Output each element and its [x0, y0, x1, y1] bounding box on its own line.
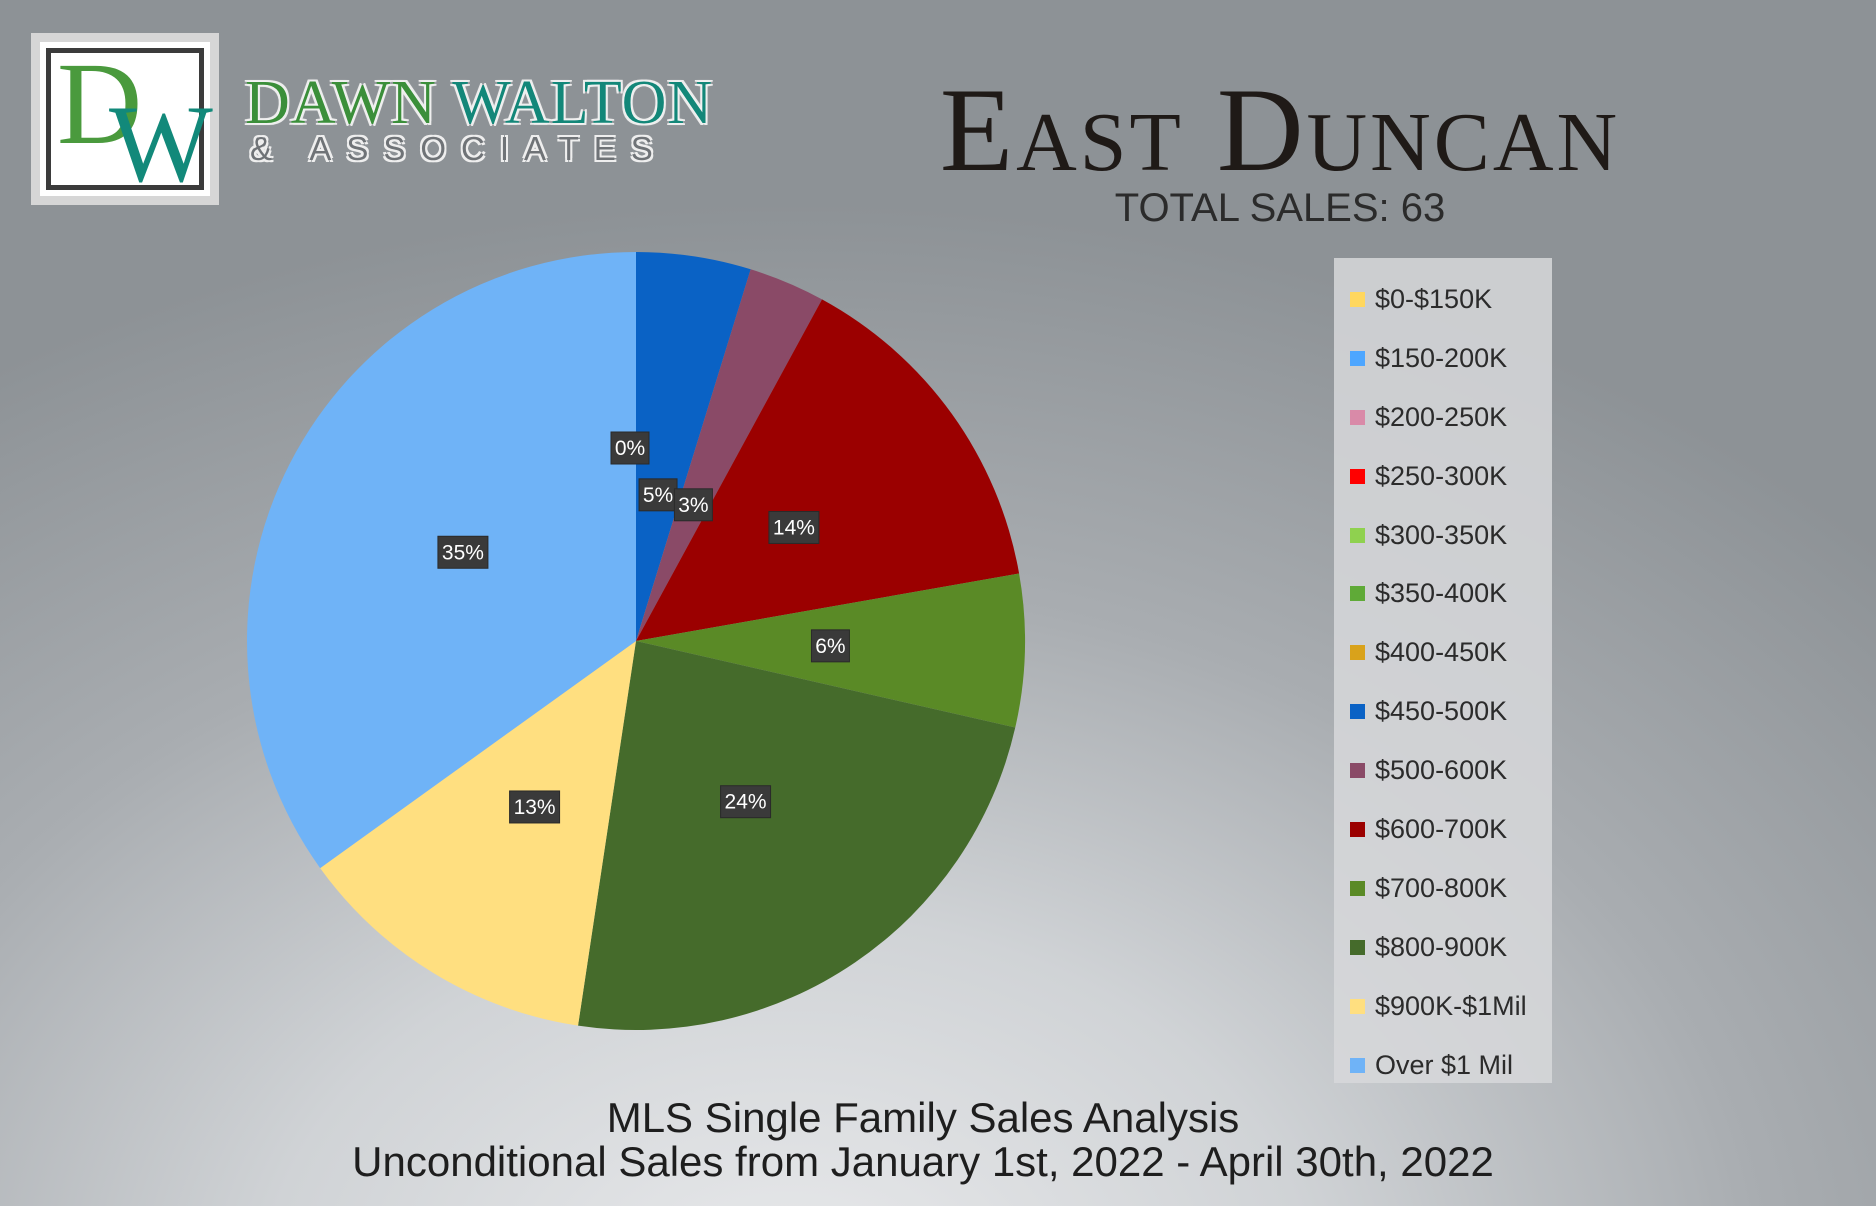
data-label-700-800k: 6%	[810, 629, 850, 663]
legend-swatch	[1350, 998, 1365, 1014]
legend-item: $500-600K	[1334, 741, 1552, 800]
data-label-text: 6%	[815, 635, 845, 658]
legend-item: $400-450K	[1334, 623, 1552, 682]
data-label-text: 24%	[725, 791, 767, 814]
legend-swatch	[1350, 468, 1365, 484]
brand-subtitle: & ASSOCIATES	[250, 130, 668, 167]
logo-monogram-w: W	[109, 83, 213, 205]
pie-slice-800-900k	[578, 641, 1016, 1030]
legend-label: $0-$150K	[1375, 283, 1493, 314]
legend-swatch	[1350, 350, 1365, 366]
page-title: East Duncan	[939, 63, 1621, 196]
data-label-box	[768, 510, 820, 544]
data-label-450-500k: 5%	[638, 478, 678, 512]
data-label-text: 3%	[678, 494, 708, 517]
legend-item: $350-400K	[1334, 564, 1552, 623]
legend-label: $800-900K	[1375, 931, 1508, 962]
legend-item: $600-700K	[1334, 800, 1552, 859]
legend-swatch	[1350, 586, 1365, 602]
legend-item: $800-900K	[1334, 918, 1552, 977]
legend-item: $900K-$1Mil	[1334, 977, 1552, 1036]
data-label-600-700k: 14%	[768, 510, 820, 544]
legend-swatch	[1350, 939, 1365, 955]
data-label-box	[437, 535, 489, 569]
data-label-text: 0%	[615, 437, 645, 460]
legend-swatch	[1350, 880, 1365, 896]
legend-swatch	[1350, 645, 1365, 661]
brand-name-first: DAWN	[245, 69, 437, 137]
legend-label: Over $1 Mil	[1375, 1049, 1514, 1080]
pie-data-labels: 0% 5% 3% 14% 6% 24% 13% 35%	[437, 431, 850, 824]
pie-slice-900k-1mil	[320, 641, 636, 1026]
legend-swatch	[1350, 527, 1365, 543]
data-label-over-1-mil: 35%	[437, 535, 489, 569]
legend-item: $300-350K	[1334, 506, 1552, 565]
brand-name-last: WALTON	[452, 69, 714, 137]
pie-slices	[247, 252, 1025, 1030]
legend-label: $300-350K	[1375, 519, 1508, 550]
logo-monogram-d: D	[57, 38, 143, 169]
data-label-800-900k: 24%	[720, 785, 772, 819]
legend-swatch	[1350, 291, 1365, 307]
data-label-400-450k: 0%	[610, 431, 650, 465]
data-label-500-600k: 3%	[673, 488, 713, 522]
total-sales: TOTAL SALES: 63	[1114, 186, 1446, 230]
legend-label: $600-700K	[1375, 813, 1508, 844]
data-label-900k-1mil: 13%	[509, 790, 561, 824]
legend-item: $450-500K	[1334, 682, 1552, 741]
legend-label: $700-800K	[1375, 872, 1508, 903]
legend-swatch	[1350, 704, 1365, 720]
legend-item: $150-200K	[1334, 329, 1552, 388]
footer-title: MLS Single Family Sales Analysis	[606, 1094, 1240, 1141]
chart-legend: $0-$150K $150-200K $200-250K $250-300K $300-…	[1334, 258, 1552, 1083]
legend-item: $250-300K	[1334, 447, 1552, 506]
data-label-box	[610, 431, 650, 465]
data-label-box	[509, 790, 561, 824]
legend-item: $200-250K	[1334, 388, 1552, 447]
legend-swatch	[1350, 821, 1365, 837]
legend-swatch	[1350, 1057, 1365, 1073]
legend-item: Over $1 Mil	[1334, 1036, 1552, 1095]
legend-label: $400-450K	[1375, 637, 1508, 668]
pie-slice-450-500k	[636, 252, 751, 641]
data-label-box	[673, 488, 713, 522]
legend-swatch	[1350, 409, 1365, 425]
legend-swatch	[1350, 763, 1365, 779]
data-label-box	[720, 785, 772, 819]
legend-label: $450-500K	[1375, 696, 1508, 727]
pie-slice-500-600k	[636, 269, 823, 641]
data-label-text: 14%	[773, 516, 815, 539]
data-label-box	[810, 629, 850, 663]
pie-slice-600-700k	[636, 299, 1020, 641]
legend-item: $0-$150K	[1334, 270, 1552, 329]
data-label-text: 5%	[643, 484, 673, 507]
data-label-text: 35%	[442, 541, 484, 564]
legend-label: $350-400K	[1375, 578, 1508, 609]
footer-subtitle: Unconditional Sales from January 1st, 20…	[352, 1138, 1494, 1185]
company-logo: D W	[31, 33, 219, 205]
data-label-box	[638, 478, 678, 512]
logo-frame: D W	[46, 38, 213, 199]
legend-item: $700-800K	[1334, 859, 1552, 918]
legend-label: $500-600K	[1375, 755, 1508, 786]
legend-label: $150-200K	[1375, 342, 1508, 373]
brand-name: DAWN WALTON	[245, 68, 713, 139]
legend-label: $900K-$1Mil	[1375, 990, 1527, 1021]
data-label-text: 13%	[514, 796, 556, 819]
legend-label: $250-300K	[1375, 460, 1508, 491]
legend-label: $200-250K	[1375, 401, 1508, 432]
